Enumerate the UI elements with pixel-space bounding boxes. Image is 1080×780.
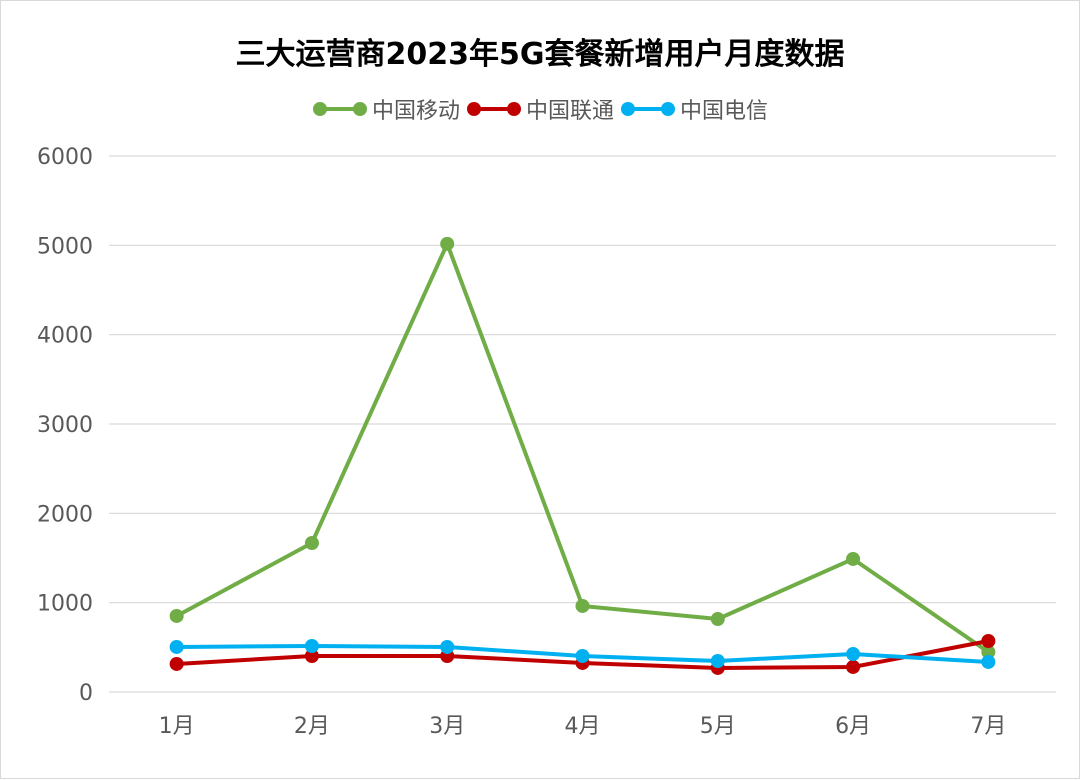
data-point xyxy=(846,551,861,566)
data-point xyxy=(846,659,861,674)
y-tick-label: 0 xyxy=(79,681,93,706)
x-tick-label: 4月 xyxy=(565,714,601,739)
data-point xyxy=(575,648,590,663)
data-point xyxy=(981,654,996,669)
data-point xyxy=(304,638,319,653)
legend-label: 中国联通 xyxy=(525,99,614,124)
y-tick-label: 2000 xyxy=(37,502,93,527)
data-point xyxy=(575,598,590,613)
legend-item: 中国移动 xyxy=(312,93,460,125)
x-tick-label: 6月 xyxy=(835,714,871,739)
y-tick-label: 1000 xyxy=(37,592,93,617)
chart-title: 三大运营商2023年5G套餐新增用户月度数据 xyxy=(235,37,845,72)
x-tick-label: 1月 xyxy=(159,714,195,739)
data-point xyxy=(440,639,455,654)
data-point xyxy=(710,612,725,627)
x-tick-label: 3月 xyxy=(429,714,465,739)
y-tick-label: 3000 xyxy=(37,413,93,438)
data-point xyxy=(710,654,725,669)
legend-item: 中国联通 xyxy=(466,93,614,125)
x-tick-label: 5月 xyxy=(700,714,736,739)
legend-label: 中国移动 xyxy=(371,99,460,124)
legend-item: 中国电信 xyxy=(620,93,768,125)
legend-marker-icon xyxy=(466,102,521,116)
y-tick-label: 5000 xyxy=(37,234,93,259)
legend-marker-icon xyxy=(621,102,675,116)
data-point xyxy=(169,639,184,654)
y-tick-label: 4000 xyxy=(37,324,93,349)
x-tick-label: 7月 xyxy=(970,714,1006,739)
data-point xyxy=(169,608,184,623)
legend-marker-icon xyxy=(312,102,367,116)
data-point xyxy=(981,633,996,648)
data-point xyxy=(846,647,861,662)
data-point xyxy=(169,656,184,671)
legend-label: 中国电信 xyxy=(680,99,769,124)
data-point xyxy=(440,236,455,251)
legend: 中国移动 中国联通 中国电信 xyxy=(1,93,1079,125)
series-line-0 xyxy=(175,241,990,654)
y-tick-label: 6000 xyxy=(37,145,93,170)
x-tick-label: 2月 xyxy=(294,714,330,739)
data-point xyxy=(304,648,319,663)
data-point xyxy=(304,535,319,550)
data-point xyxy=(981,644,996,659)
